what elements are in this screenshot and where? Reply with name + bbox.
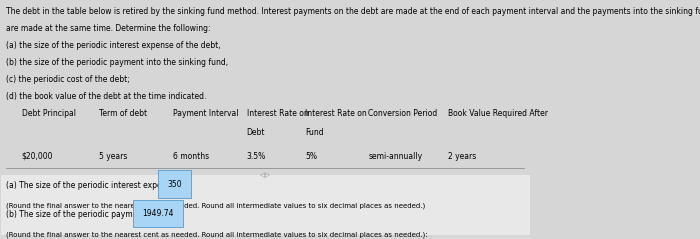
Text: Payment Interval: Payment Interval (173, 109, 238, 119)
Text: Book Value Required After: Book Value Required After (448, 109, 548, 119)
Text: (b) the size of the periodic payment into the sinking fund,: (b) the size of the periodic payment int… (6, 58, 228, 67)
Text: 5 years: 5 years (99, 152, 127, 161)
Text: Conversion Period: Conversion Period (368, 109, 438, 119)
Text: semi-annually: semi-annually (368, 152, 423, 161)
Text: (a) the size of the periodic interest expense of the debt,: (a) the size of the periodic interest ex… (6, 41, 220, 50)
Text: (Round the final answer to the nearest cent as needed. Round all intermediate va: (Round the final answer to the nearest c… (6, 231, 428, 238)
Text: 3.5%: 3.5% (246, 152, 266, 161)
FancyBboxPatch shape (1, 175, 530, 234)
Text: Debt: Debt (246, 128, 265, 137)
Text: (a) The size of the periodic interest expense is $: (a) The size of the periodic interest ex… (6, 181, 191, 190)
Text: 1949.74: 1949.74 (143, 209, 174, 218)
Text: Term of debt: Term of debt (99, 109, 147, 119)
Text: ◁▷: ◁▷ (260, 173, 271, 179)
Text: (c) the periodic cost of the debt;: (c) the periodic cost of the debt; (6, 75, 130, 84)
Text: (d) the book value of the debt at the time indicated.: (d) the book value of the debt at the ti… (6, 92, 206, 101)
Text: Interest Rate on: Interest Rate on (305, 109, 367, 119)
Text: 5%: 5% (305, 152, 317, 161)
Text: are made at the same time. Determine the following:: are made at the same time. Determine the… (6, 24, 211, 33)
Text: (Round the final answer to the nearest cent as needed. Round all intermediate va: (Round the final answer to the nearest c… (6, 203, 425, 210)
Text: Interest Rate on: Interest Rate on (246, 109, 309, 119)
Text: Debt Principal: Debt Principal (22, 109, 76, 119)
Text: The debt in the table below is retired by the sinking fund method. Interest paym: The debt in the table below is retired b… (6, 6, 700, 16)
Text: (b) The size of the periodic payment is $: (b) The size of the periodic payment is … (6, 210, 161, 219)
Text: 2 years: 2 years (448, 152, 476, 161)
Text: 6 months: 6 months (173, 152, 209, 161)
Text: 350: 350 (167, 179, 182, 189)
Text: Fund: Fund (305, 128, 323, 137)
Text: $20,000: $20,000 (22, 152, 53, 161)
